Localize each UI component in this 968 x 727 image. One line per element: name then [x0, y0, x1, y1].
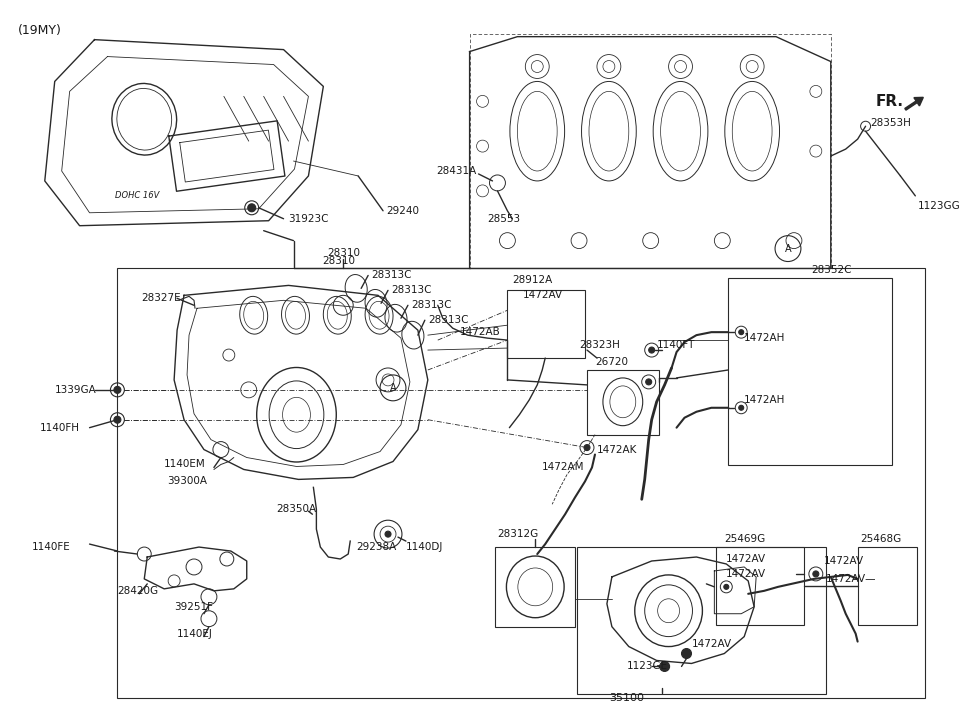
Text: 29240: 29240 [386, 206, 419, 216]
Bar [728, 278, 892, 465]
Text: 29238A: 29238A [356, 542, 397, 552]
Text: 1123GG: 1123GG [918, 201, 960, 211]
Text: 28553: 28553 [488, 214, 521, 224]
Text: (19MY): (19MY) [18, 24, 62, 37]
Bar [716, 547, 803, 624]
Circle shape [649, 347, 654, 353]
Circle shape [681, 648, 691, 659]
Text: 25468G: 25468G [861, 534, 902, 544]
Text: 28313C: 28313C [391, 286, 432, 295]
Text: 28312G: 28312G [498, 529, 539, 539]
Text: 39300A: 39300A [167, 476, 207, 486]
Circle shape [249, 205, 255, 211]
Text: 1472AV: 1472AV [691, 638, 732, 648]
Text: 26720: 26720 [595, 357, 628, 367]
Bar [577, 547, 826, 694]
Text: 39251F: 39251F [174, 602, 213, 611]
Text: 28353H: 28353H [870, 119, 912, 128]
Circle shape [248, 204, 256, 212]
Circle shape [584, 445, 590, 451]
Text: 28310: 28310 [327, 248, 360, 257]
Text: 28323H: 28323H [579, 340, 620, 350]
Text: 28313C: 28313C [371, 270, 411, 281]
Text: 1472AV—: 1472AV— [826, 574, 876, 584]
Text: 1472AH: 1472AH [744, 395, 786, 405]
Text: 28313C: 28313C [410, 300, 451, 310]
Text: 1339GA: 1339GA [55, 385, 97, 395]
Text: 1140EJ: 1140EJ [177, 629, 213, 638]
Text: 1140FT: 1140FT [656, 340, 695, 350]
Text: 28352C: 28352C [811, 265, 852, 276]
Text: 28350A: 28350A [277, 505, 317, 514]
Circle shape [646, 379, 651, 385]
Text: A: A [390, 383, 396, 393]
Text: 1140DJ: 1140DJ [406, 542, 443, 552]
Bar [858, 547, 918, 624]
Text: 1472AV: 1472AV [824, 556, 863, 566]
Circle shape [385, 531, 391, 537]
Text: 1472AK: 1472AK [597, 445, 637, 454]
Text: 1472AV: 1472AV [726, 554, 767, 564]
Bar [507, 290, 585, 358]
Text: 1123GE: 1123GE [627, 662, 668, 672]
Text: FR.: FR. [875, 94, 903, 109]
Text: 35100: 35100 [609, 694, 645, 703]
Text: 1140EM: 1140EM [165, 459, 206, 470]
Text: 31923C: 31923C [288, 214, 329, 224]
Text: 1140FE: 1140FE [32, 542, 71, 552]
Text: 1472AV: 1472AV [523, 290, 562, 300]
Text: A: A [785, 244, 791, 254]
Text: 28313C: 28313C [428, 316, 469, 325]
Circle shape [813, 571, 819, 577]
Circle shape [659, 662, 670, 672]
Text: 28431A: 28431A [437, 166, 476, 176]
Bar [496, 547, 575, 627]
Circle shape [114, 417, 121, 423]
Bar [587, 370, 658, 435]
Text: DOHC 16V: DOHC 16V [115, 191, 160, 201]
Text: 28912A: 28912A [512, 276, 553, 286]
Circle shape [724, 585, 729, 590]
Text: 28420G: 28420G [117, 586, 159, 596]
Text: 1472AV: 1472AV [726, 569, 767, 579]
FancyArrow shape [905, 97, 923, 110]
Circle shape [739, 405, 743, 410]
Circle shape [114, 386, 121, 393]
Circle shape [739, 329, 743, 334]
Text: 28310: 28310 [321, 255, 355, 265]
Text: 25469G: 25469G [724, 534, 766, 544]
Bar [117, 268, 925, 699]
Text: 1472AH: 1472AH [744, 333, 786, 343]
Text: 1472AM: 1472AM [542, 462, 585, 473]
Text: 1140FH: 1140FH [40, 422, 79, 433]
Text: 28327E: 28327E [141, 293, 181, 303]
Text: 1472AB: 1472AB [460, 327, 500, 337]
